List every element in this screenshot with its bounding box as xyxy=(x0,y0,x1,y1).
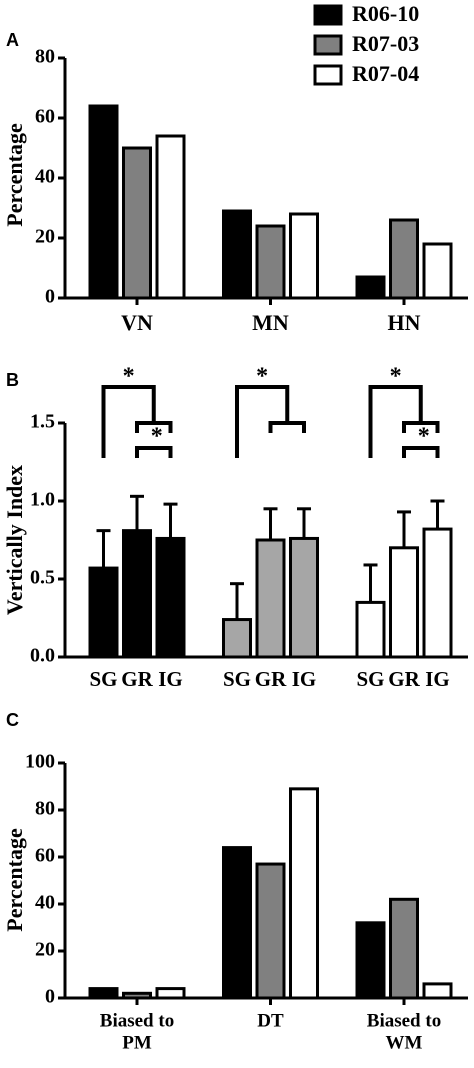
y-tick-label: 60 xyxy=(35,845,55,867)
bar xyxy=(155,536,186,659)
y-tick-label: 60 xyxy=(35,106,55,128)
bracket xyxy=(402,446,440,458)
y-tick-label: 0.5 xyxy=(30,567,55,589)
legend-swatch xyxy=(313,34,343,56)
x-tick-label: GR xyxy=(121,667,153,691)
bar xyxy=(389,546,419,659)
panel-label: C xyxy=(6,710,19,730)
x-tick-label: PM xyxy=(122,1032,152,1053)
bar xyxy=(355,600,386,659)
y-axis-label: Percentage xyxy=(2,828,27,932)
bracket xyxy=(235,385,290,458)
bracket xyxy=(402,421,440,433)
bracket xyxy=(268,421,306,433)
bar xyxy=(422,527,453,659)
legend-label: R07-03 xyxy=(352,31,419,56)
x-tick-label: VN xyxy=(121,310,153,335)
y-axis-label: Vertically Index xyxy=(2,465,27,615)
significance-label: * xyxy=(256,364,268,390)
y-tick-label: 40 xyxy=(35,166,55,188)
bar xyxy=(155,134,186,300)
bar xyxy=(255,862,286,1000)
bar xyxy=(222,618,252,659)
bar xyxy=(289,787,319,1000)
x-tick-label: IG xyxy=(425,667,450,691)
legend-label: R06-10 xyxy=(352,1,419,26)
bracket xyxy=(135,421,173,433)
bar xyxy=(255,538,286,659)
y-axis-label: Percentage xyxy=(2,123,27,227)
x-tick-label: SG xyxy=(356,667,384,691)
x-tick-label: WM xyxy=(386,1032,423,1053)
significance-label: * xyxy=(418,424,430,450)
legend-swatch xyxy=(313,4,343,26)
x-tick-label: HN xyxy=(388,310,421,335)
x-tick-label: DT xyxy=(257,1010,284,1031)
bar xyxy=(88,987,119,1000)
y-tick-label: 1.5 xyxy=(30,411,55,433)
bar xyxy=(255,224,286,300)
bar xyxy=(389,897,419,1000)
x-tick-label: IG xyxy=(158,667,183,691)
legend-swatch xyxy=(313,64,343,86)
y-tick-label: 20 xyxy=(35,226,55,248)
x-tick-label: SG xyxy=(89,667,117,691)
y-tick-label: 0.0 xyxy=(30,645,55,667)
x-tick-label: IG xyxy=(292,667,317,691)
bracket xyxy=(101,385,156,458)
x-tick-label: Biased to xyxy=(367,1010,441,1031)
y-tick-label: 100 xyxy=(25,751,55,773)
bar xyxy=(355,921,386,1000)
y-tick-label: 0 xyxy=(45,986,55,1008)
bar xyxy=(389,218,419,300)
y-tick-label: 80 xyxy=(35,798,55,820)
x-tick-label: MN xyxy=(252,310,289,335)
y-tick-label: 80 xyxy=(35,46,55,68)
y-tick-label: 1.0 xyxy=(30,489,55,511)
bar xyxy=(88,104,119,300)
bar xyxy=(422,982,453,1000)
bar xyxy=(122,146,152,300)
x-tick-label: Biased to xyxy=(100,1010,174,1031)
legend-label: R07-04 xyxy=(352,61,419,86)
bar xyxy=(155,987,186,1000)
panel-label: A xyxy=(6,30,19,50)
bar xyxy=(88,566,119,659)
y-tick-label: 20 xyxy=(35,939,55,961)
significance-label: * xyxy=(123,364,135,390)
x-tick-label: SG xyxy=(223,667,251,691)
x-tick-label: GR xyxy=(255,667,287,691)
bar xyxy=(355,275,386,300)
bar xyxy=(289,536,319,659)
x-tick-label: GR xyxy=(388,667,420,691)
bar xyxy=(122,529,152,659)
bar xyxy=(222,846,252,1000)
bracket xyxy=(135,446,173,458)
bar xyxy=(222,209,252,300)
bar xyxy=(289,212,319,300)
bar xyxy=(422,242,453,300)
panel-label: B xyxy=(6,370,19,390)
y-tick-label: 40 xyxy=(35,892,55,914)
significance-label: * xyxy=(151,424,163,450)
bar xyxy=(122,991,152,1000)
y-tick-label: 0 xyxy=(45,286,55,308)
bracket xyxy=(368,385,423,458)
significance-label: * xyxy=(390,364,402,390)
